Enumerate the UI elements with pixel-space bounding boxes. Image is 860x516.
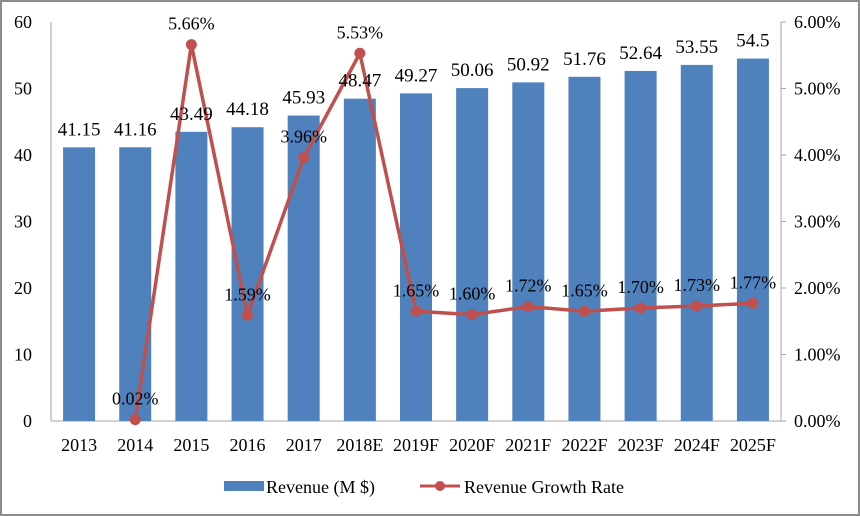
growth-rate-marker [354,47,366,59]
x-axis-tick-label: 2020F [449,435,495,455]
left-axis-tick-label: 40 [14,145,32,165]
growth-data-label: 1.59% [224,284,271,304]
revenue-data-label: 41.16 [114,119,157,140]
x-axis-tick-label: 2015 [173,435,209,455]
x-axis-tick-label: 2023F [618,435,664,455]
growth-rate-marker [691,300,703,312]
revenue-data-label: 48.47 [338,71,381,92]
left-axis-tick-label: 50 [14,79,32,99]
left-axis-tick-label: 30 [14,212,32,232]
data-labels: 41.15 41.16 43.49 44.18 45.93 48.47 49.27 50.06… [58,14,776,409]
growth-rate-marker [522,301,534,313]
growth-rate-marker [635,302,647,314]
revenue-data-label: 54.5 [736,31,769,52]
revenue-data-label: 53.55 [675,37,718,58]
revenue-bar [343,98,376,421]
right-axis-tick-label: 0.00% [794,411,841,431]
revenue-data-label: 50.06 [451,60,494,81]
legend: Revenue (M $) Revenue Growth Rate [224,477,624,498]
revenue-data-label: 43.49 [170,104,213,125]
revenue-bar [680,64,713,421]
x-axis-tick-label: 2016 [230,435,266,455]
growth-data-label: 1.60% [449,284,496,304]
revenue-bar [231,127,264,421]
revenue-bar [512,82,545,421]
revenue-data-label: 45.93 [282,88,325,109]
x-axis-tick-label: 2022F [561,435,607,455]
growth-rate-marker [298,152,310,164]
revenue-bar [456,88,489,421]
legend-label-growth: Revenue Growth Rate [464,477,624,497]
axes: 0 10 20 30 40 50 60 0.00% 1.00% 2.00% 3.00% 4.00% 5.… [14,12,841,455]
x-axis-tick-label: 2013 [61,435,97,455]
x-axis-tick-label: 2018E [336,435,383,455]
legend-label-revenue: Revenue (M $) [266,477,375,498]
legend-swatch-growth-marker [435,481,445,491]
growth-rate-marker [410,305,422,317]
revenue-data-label: 49.27 [395,65,438,86]
growth-data-label: 1.65% [561,280,608,300]
left-axis-tick-label: 0 [23,411,32,431]
revenue-bar [175,131,208,421]
revenue-bar [736,58,769,421]
growth-line [129,39,759,426]
revenue-data-label: 50.92 [507,54,550,75]
growth-data-label: 1.65% [393,280,440,300]
x-axis-tick-label: 2014 [117,435,153,455]
x-axis-tick-label: 2025F [730,435,776,455]
left-axis-tick-label: 10 [14,345,32,365]
growth-rate-marker [129,414,141,426]
x-axis-tick-label: 2024F [674,435,720,455]
growth-rate-marker [242,309,254,321]
growth-data-label: 5.53% [337,22,384,42]
left-axis-tick-label: 20 [14,278,32,298]
revenue-bar [287,115,320,422]
growth-data-label: 1.77% [730,272,777,292]
left-axis-tick-label: 60 [14,12,32,32]
x-axis-tick-label: 2021F [505,435,551,455]
growth-data-label: 0.02% [112,389,159,409]
growth-data-label: 3.96% [280,127,327,147]
revenue-data-label: 44.18 [226,99,269,120]
growth-rate-marker [578,305,590,317]
right-axis-tick-label: 4.00% [794,145,841,165]
legend-swatch-revenue [224,481,264,491]
growth-rate-marker [466,309,478,321]
growth-rate-line [133,42,754,420]
growth-data-label: 5.66% [168,14,215,34]
right-axis-tick-label: 6.00% [794,12,841,32]
right-axis-tick-label: 1.00% [794,345,841,365]
growth-data-label: 1.72% [505,276,552,296]
right-axis-tick-label: 5.00% [794,79,841,99]
right-axis-tick-label: 2.00% [794,278,841,298]
revenue-bar [63,147,96,422]
bars [63,58,769,422]
x-axis-tick-label: 2019F [393,435,439,455]
growth-data-label: 1.73% [674,275,721,295]
revenue-data-label: 41.15 [58,119,101,140]
growth-rate-marker [747,297,759,309]
revenue-bar [119,147,152,421]
revenue-bar [624,70,657,421]
growth-data-label: 1.70% [617,277,664,297]
right-axis-tick-label: 3.00% [794,212,841,232]
x-axis-tick-label: 2017 [286,435,322,455]
growth-rate-marker [185,39,197,51]
revenue-data-label: 52.64 [619,43,662,64]
revenue-data-label: 51.76 [563,49,606,70]
revenue-bar [568,76,601,422]
